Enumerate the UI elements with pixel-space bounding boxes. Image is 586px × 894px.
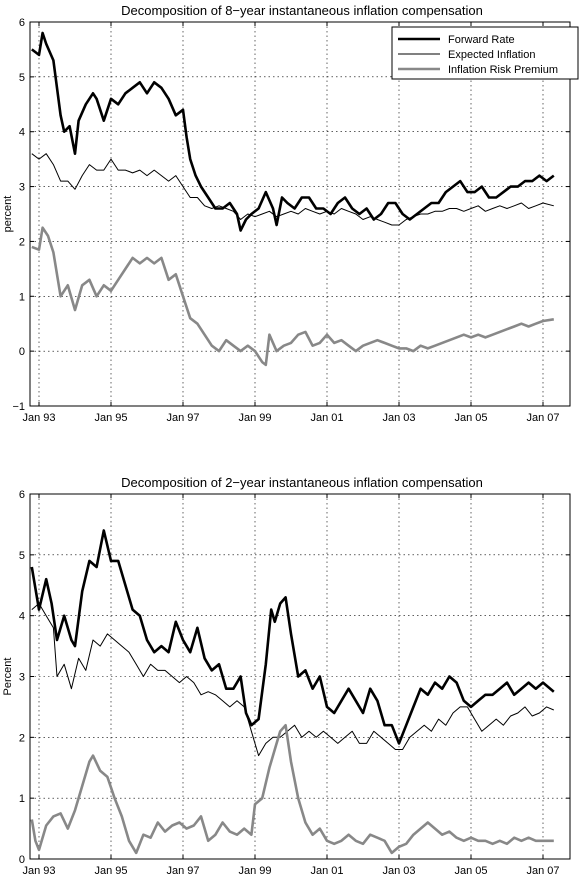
chart-1-legend-label-0: Forward Rate — [448, 34, 515, 46]
chart-1-frame — [29, 21, 571, 407]
chart-2-xtick-label-2: Jan 97 — [166, 865, 199, 877]
chart-1-xtick-label-3: Jan 99 — [238, 412, 271, 424]
chart-2-xtick-label-1: Jan 95 — [94, 865, 127, 877]
chart-2-xtick-label-6: Jan 05 — [454, 865, 487, 877]
chart-2-series-forward-rate — [30, 529, 555, 745]
chart-1-xtick-label-1: Jan 95 — [94, 412, 127, 424]
chart-1-ytick-label-6: 5 — [19, 72, 25, 84]
chart-1-ytick-label-4: 3 — [19, 182, 25, 194]
chart-2-ytick-label-6: 6 — [19, 489, 25, 501]
chart-1-ylabel: percent — [2, 196, 14, 233]
chart-2-ytick-label-4: 4 — [19, 611, 25, 623]
chart-1-title: Decomposition of 8−year instantaneous in… — [121, 3, 483, 18]
chart-2-series-expected-inflation — [31, 603, 554, 757]
chart-1-xtick-label-7: Jan 07 — [526, 412, 559, 424]
chart-2-xtick-label-5: Jan 03 — [382, 865, 415, 877]
chart-1-series-inflation-risk-premium — [31, 226, 555, 367]
chart-1-xtick-label-0: Jan 93 — [22, 412, 55, 424]
chart-1-xtick-label-6: Jan 05 — [454, 412, 487, 424]
chart-2-series-inflation-risk-premium — [30, 723, 554, 855]
chart-2-xtick-label-4: Jan 01 — [310, 865, 343, 877]
chart-1-xtick-label-2: Jan 97 — [166, 412, 199, 424]
chart-1-ytick-label-3: 2 — [19, 236, 25, 248]
chart-2-ylabel: Percent — [2, 658, 14, 696]
chart-2-ytick-label-2: 2 — [19, 732, 25, 744]
chart-1-xtick-label-4: Jan 01 — [310, 412, 343, 424]
chart-1-legend-label-1: Expected Inflation — [448, 49, 535, 61]
chart-1-ytick-label-2: 1 — [19, 291, 25, 303]
chart-2-ytick-label-5: 5 — [19, 550, 25, 562]
chart-2-xtick-label-3: Jan 99 — [238, 865, 271, 877]
chart-1-legend-box — [391, 26, 579, 80]
chart-1-ytick-label-1: 0 — [19, 346, 25, 358]
chart-2-xtick-label-0: Jan 93 — [22, 865, 55, 877]
chart-2-title: Decomposition of 2−year instantaneous in… — [121, 475, 483, 490]
chart-1-ytick-label-5: 4 — [19, 127, 25, 139]
chart-2-xtick-label-7: Jan 07 — [526, 865, 559, 877]
chart-2-ytick-label-1: 1 — [19, 793, 25, 805]
chart-2-ytick-label-0: 0 — [19, 854, 25, 866]
chart-1-ytick-label-7: 6 — [19, 17, 25, 29]
chart-1-series-expected-inflation — [31, 153, 554, 226]
chart-1-xtick-label-5: Jan 03 — [382, 412, 415, 424]
chart-1-legend-label-2: Inflation Risk Premium — [448, 64, 558, 76]
chart-1-ytick-label-0: −1 — [12, 401, 25, 413]
chart-2-ytick-label-3: 3 — [19, 672, 25, 684]
chart-1-series-forward-rate — [31, 31, 555, 232]
